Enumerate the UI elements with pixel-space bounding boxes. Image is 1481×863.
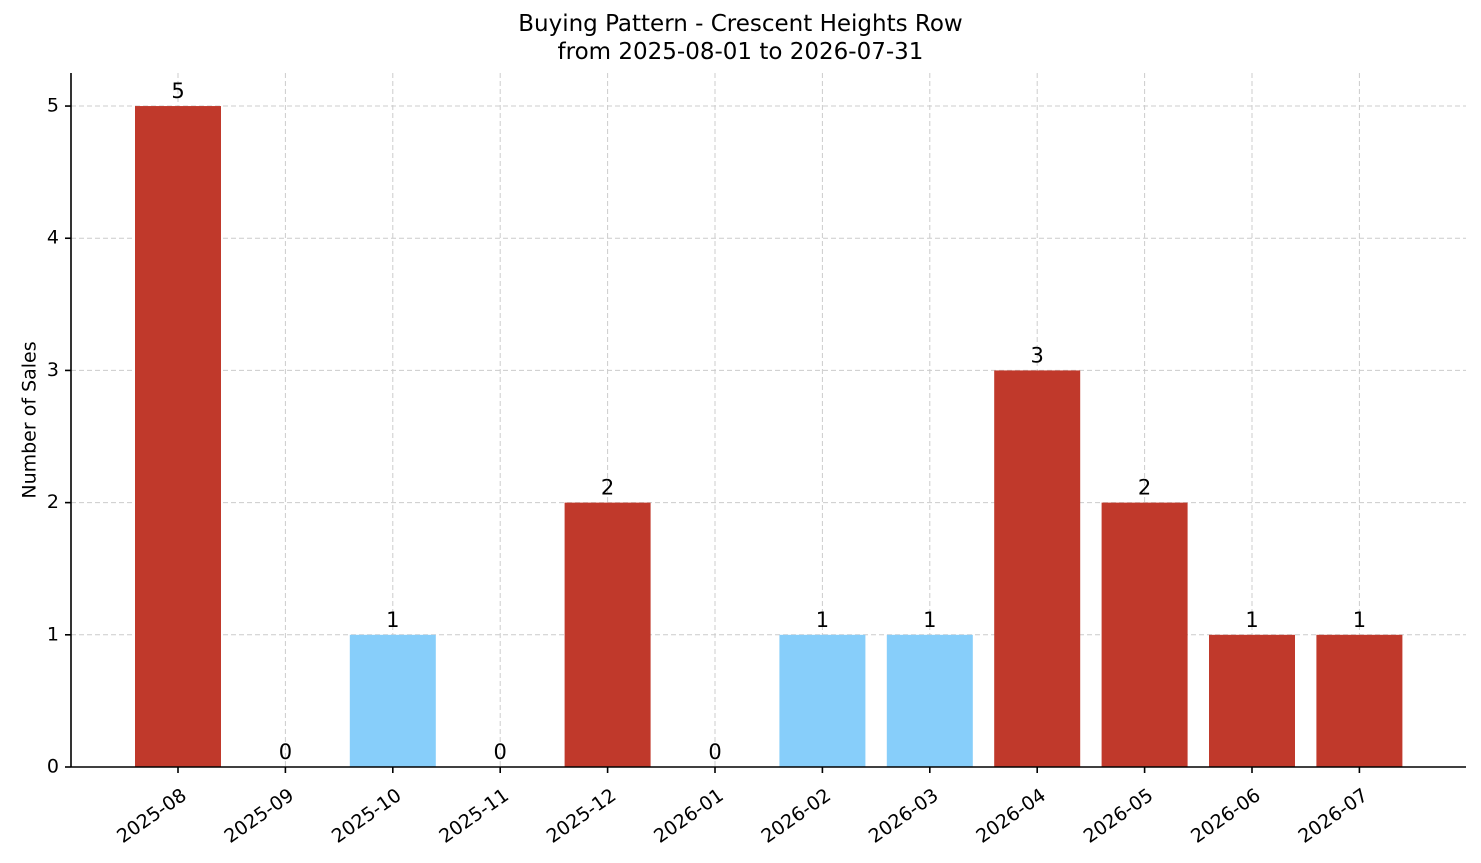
- bar-value-label: 1: [386, 608, 399, 632]
- chart-title-block: Buying Pattern - Crescent Heights Row fr…: [0, 10, 1481, 66]
- bars: [135, 106, 1403, 768]
- bar-value-label: 3: [1031, 343, 1044, 367]
- bar: [135, 106, 221, 768]
- x-tick-label: 2025-10: [328, 784, 406, 848]
- x-tick-label: 2026-01: [650, 784, 728, 848]
- x-tick-label: 2025-08: [113, 784, 191, 848]
- y-tick-label: 0: [47, 756, 59, 778]
- bar-value-label: 1: [1353, 608, 1366, 632]
- bar: [1209, 634, 1295, 767]
- bar: [994, 370, 1081, 767]
- x-tick-label: 2025-12: [543, 784, 621, 848]
- bar-value-label: 0: [494, 740, 507, 764]
- bar-value-label: 0: [279, 740, 292, 764]
- bar: [779, 634, 866, 767]
- x-tick-label: 2026-04: [972, 784, 1050, 848]
- bar: [349, 634, 436, 767]
- chart-subtitle: from 2025-08-01 to 2026-07-31: [557, 39, 924, 65]
- x-tick-label: 2026-03: [865, 784, 943, 848]
- y-axis-label: Number of Sales: [19, 341, 41, 498]
- bar-value-label: 1: [1245, 608, 1258, 632]
- bar-value-label: 2: [1138, 476, 1151, 500]
- y-tick-label: 4: [47, 227, 59, 249]
- x-tick-label: 2025-09: [220, 784, 298, 848]
- x-tick-label: 2026-02: [757, 784, 835, 848]
- y-tick-label: 5: [47, 95, 59, 117]
- bar: [564, 502, 651, 767]
- x-tick-label: 2026-06: [1187, 784, 1265, 848]
- bar-value-label: 0: [708, 740, 721, 764]
- data-labels: 5 0 1 0 2 0 1 1 3 2 1 1: [171, 79, 1366, 764]
- axes: [70, 73, 1466, 768]
- bar: [1316, 634, 1403, 767]
- chart-title: Buying Pattern - Crescent Heights Row: [518, 11, 963, 37]
- bar-value-label: 2: [601, 476, 614, 500]
- bar-value-label: 1: [923, 608, 936, 632]
- bar-value-label: 5: [171, 79, 184, 103]
- x-tick-label: 2026-05: [1080, 784, 1158, 848]
- y-tick-label: 1: [47, 623, 59, 645]
- x-tick-label: 2025-11: [435, 784, 513, 848]
- y-tick-label: 3: [47, 359, 59, 381]
- y-tick-label: 2: [47, 491, 59, 513]
- x-tick-label: 2026-07: [1294, 784, 1372, 848]
- bar: [886, 634, 973, 767]
- bar: [1101, 502, 1188, 767]
- bar-value-label: 1: [816, 608, 829, 632]
